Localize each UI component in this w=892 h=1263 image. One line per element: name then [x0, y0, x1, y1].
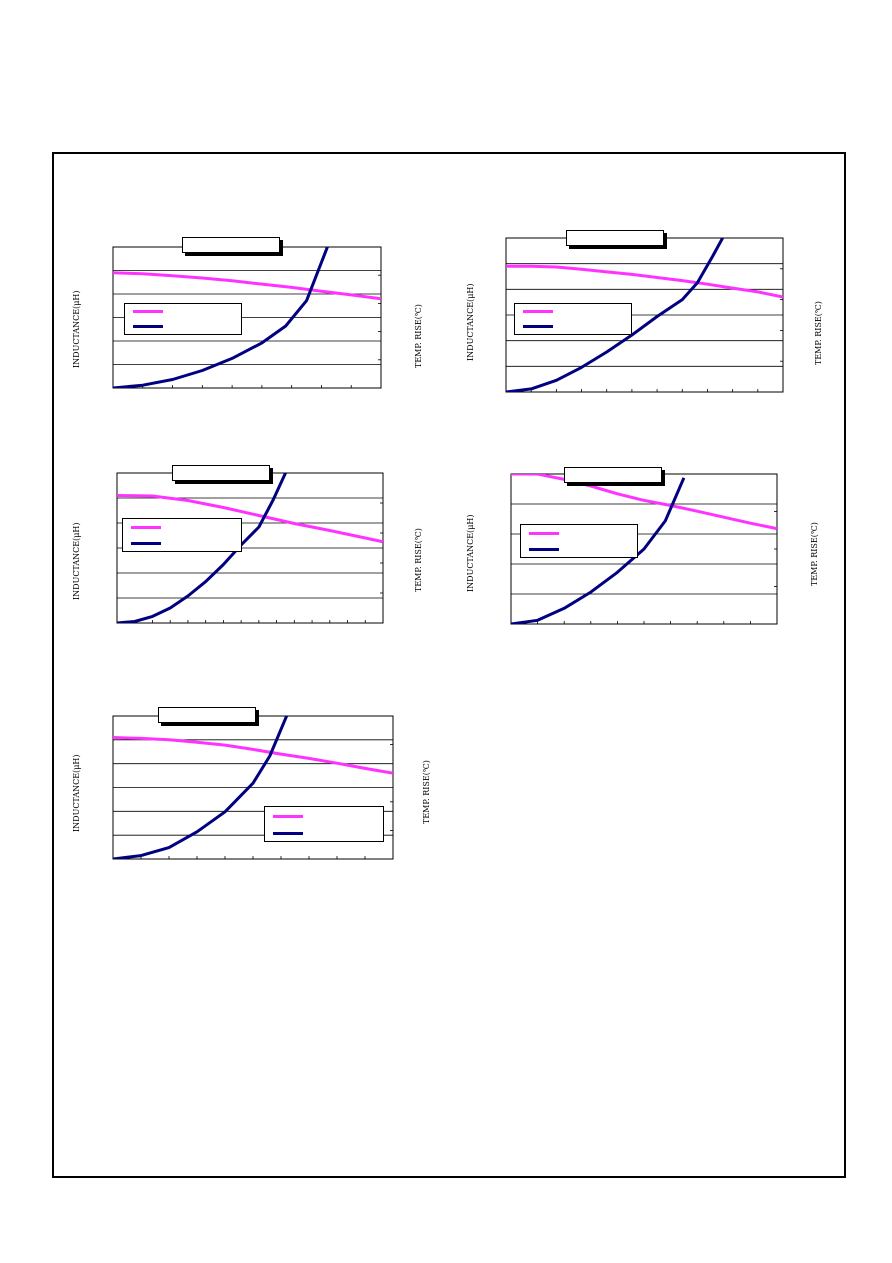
temp-rise-series-line — [113, 247, 329, 388]
legend-key-inductance — [133, 310, 163, 313]
chart-title — [566, 230, 664, 246]
inductance-series-line — [506, 264, 783, 299]
legend-key-temp-rise — [273, 832, 303, 835]
chart-plot-area — [510, 473, 778, 625]
chart-legend — [124, 303, 242, 335]
chart-plot-area — [112, 246, 382, 389]
inductance-series-line — [117, 494, 383, 544]
inductance-series-line — [113, 736, 393, 775]
chart-4: INDUCTANCE(μH) TEMP. RISE(℃) — [464, 466, 824, 632]
legend-key-inductance — [529, 532, 559, 535]
chart-legend — [520, 524, 638, 558]
temp-rise-series-line — [506, 238, 724, 392]
legend-key-inductance — [523, 310, 553, 313]
legend-key-inductance — [273, 815, 303, 818]
chart-legend — [514, 303, 632, 335]
chart-3: INDUCTANCE(μH) TEMP. RISE(℃) — [70, 464, 430, 630]
chart-title — [158, 707, 256, 723]
chart-2: INDUCTANCE(μH) TEMP. RISE(℃) — [464, 229, 824, 399]
legend-key-temp-rise — [133, 325, 163, 328]
chart-title — [182, 237, 280, 253]
chart-title — [564, 467, 662, 483]
chart-plot-area — [112, 715, 394, 860]
legend-key-temp-rise — [529, 548, 559, 551]
temp-rise-series-line — [511, 477, 686, 624]
chart-legend — [122, 518, 242, 552]
legend-key-temp-rise — [523, 325, 553, 328]
inductance-series-line — [113, 271, 381, 301]
chart-legend — [264, 806, 384, 842]
temp-rise-series-line — [113, 716, 288, 859]
legend-key-inductance — [131, 526, 161, 529]
inductance-series-line — [511, 474, 777, 531]
chart-title — [172, 465, 270, 481]
chart-1: INDUCTANCE(μH) TEMP. RISE(℃) — [70, 236, 430, 396]
document-frame — [52, 152, 846, 1178]
chart-plot-area — [116, 472, 384, 624]
chart-5: INDUCTANCE(μH) TEMP. RISE(℃) — [70, 706, 440, 866]
temp-rise-series-line — [117, 473, 287, 623]
legend-key-temp-rise — [131, 542, 161, 545]
chart-plot-area — [505, 237, 784, 393]
